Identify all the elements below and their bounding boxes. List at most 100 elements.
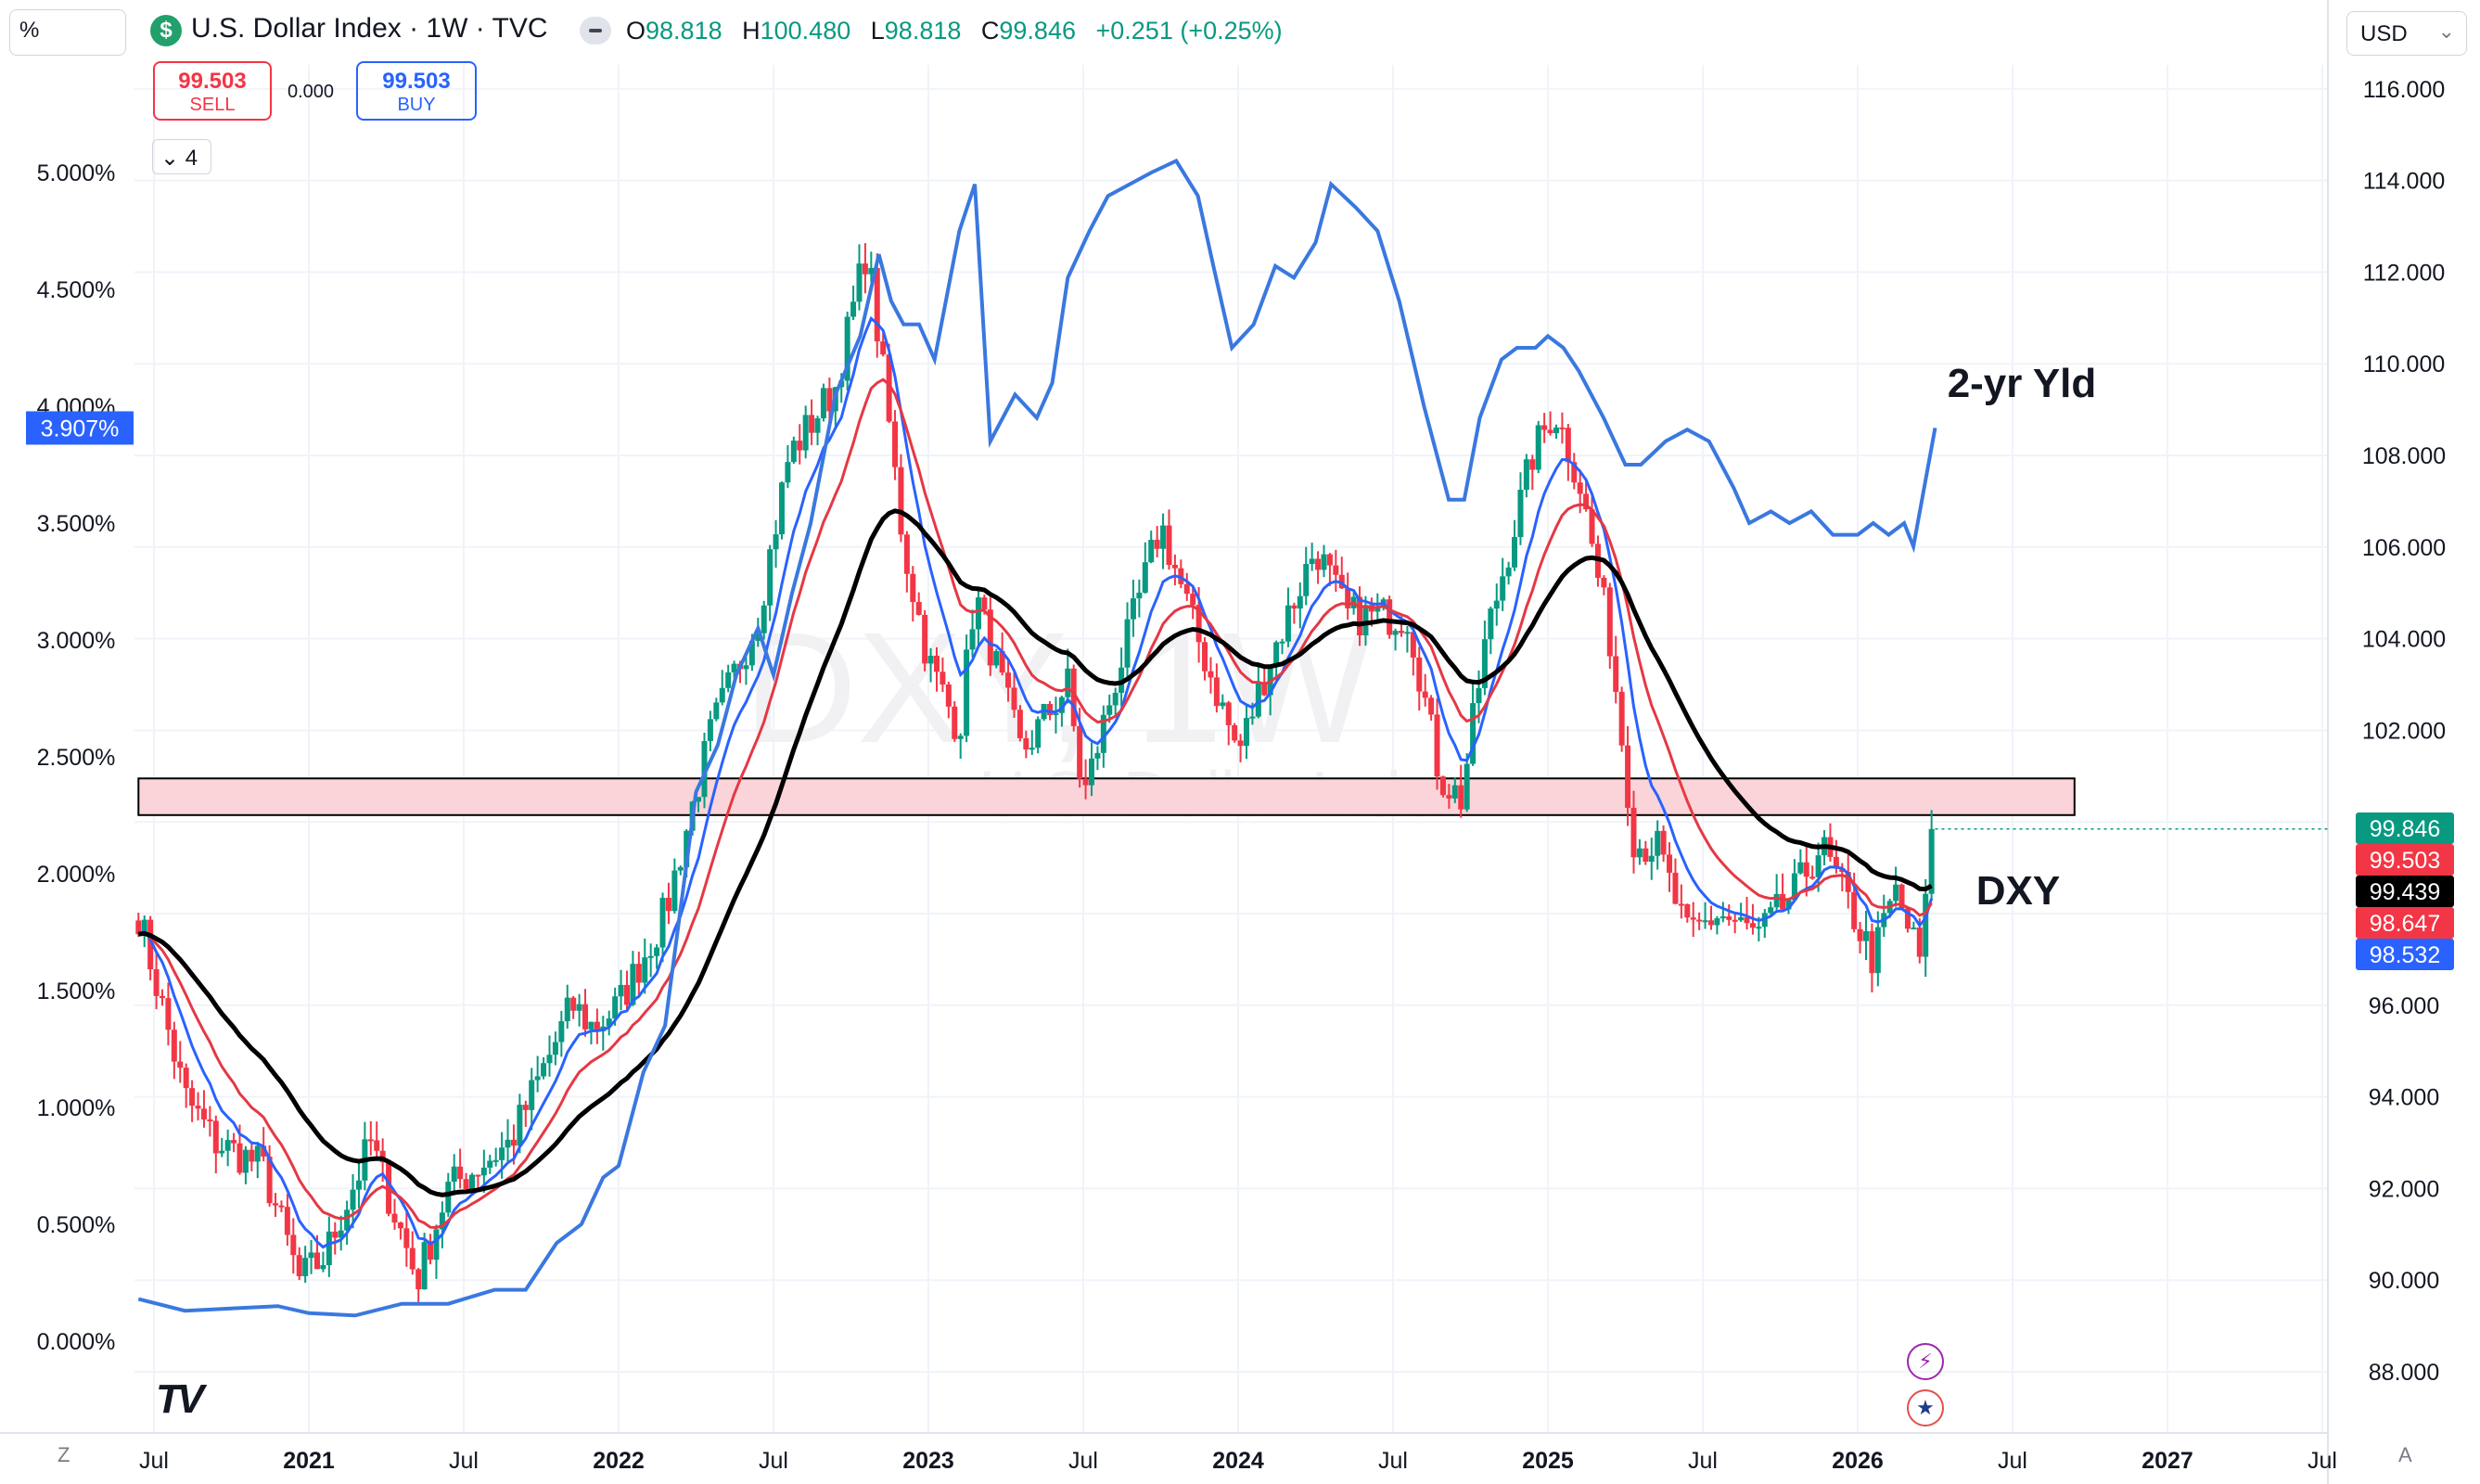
- candle-body: [1279, 641, 1285, 644]
- time-tick-label: 2022: [593, 1448, 645, 1474]
- currency-select[interactable]: USD ⌄: [2346, 11, 2467, 56]
- candle-body: [499, 1147, 505, 1160]
- candle-body: [1326, 554, 1333, 566]
- candle-body: [1374, 606, 1381, 612]
- candle-body: [1029, 748, 1035, 750]
- candle-body: [1309, 558, 1315, 565]
- chevron-down-icon: ⌄: [2437, 19, 2455, 43]
- candle-body: [487, 1160, 493, 1168]
- candle-body: [313, 1252, 320, 1270]
- hide-indicator-icon[interactable]: [580, 17, 611, 45]
- currency-label: USD: [2360, 21, 2408, 46]
- candle-body: [850, 301, 857, 317]
- candle-body: [1053, 712, 1059, 716]
- indicators-collapse-button[interactable]: ⌄ 4: [152, 139, 211, 174]
- buy-price: 99.503: [382, 69, 451, 94]
- candle-body: [1672, 872, 1679, 904]
- candle-body: [1333, 565, 1339, 575]
- candle-body: [242, 1149, 249, 1173]
- candle-body: [1923, 893, 1929, 957]
- candle-body: [1851, 891, 1858, 929]
- candle-body: [1630, 807, 1637, 858]
- close-label: C: [980, 17, 1000, 45]
- candle-body: [338, 1230, 344, 1238]
- lightning-event-icon[interactable]: ⚡: [1907, 1343, 1944, 1380]
- tradingview-logo-icon[interactable]: TV: [156, 1376, 204, 1422]
- candle-body: [278, 1205, 285, 1208]
- auto-scale-button[interactable]: A: [2398, 1443, 2412, 1466]
- candle-body: [987, 609, 993, 666]
- candle-body: [236, 1143, 243, 1173]
- candle-body: [1493, 600, 1500, 609]
- candle-body: [785, 462, 791, 483]
- candle-body: [1690, 917, 1696, 920]
- candle-body: [1660, 830, 1667, 855]
- candle-body: [1541, 425, 1548, 430]
- candle-body: [273, 1203, 279, 1206]
- ma-mid-line: [137, 377, 1933, 1230]
- candle-body: [391, 1213, 398, 1223]
- candle-body: [892, 421, 899, 467]
- candle-body: [1481, 639, 1488, 688]
- candle-body: [933, 656, 940, 672]
- ohlc-readout: O98.818 H100.480 L98.818 C99.846 +0.251 …: [626, 17, 1296, 45]
- open-value: 98.818: [646, 17, 722, 45]
- candle-body: [623, 984, 630, 1005]
- price-badge: [2356, 876, 2454, 907]
- candle-body: [1106, 705, 1113, 715]
- candle-body: [1297, 595, 1303, 609]
- candle-body: [451, 1166, 457, 1183]
- candle-body: [1387, 599, 1393, 635]
- symbol-title[interactable]: U.S. Dollar Index · 1W · TVC: [191, 13, 548, 44]
- left-current-label: 3.907%: [41, 416, 120, 441]
- candle-body: [1738, 917, 1745, 921]
- candle-body: [862, 263, 868, 275]
- candle-body: [468, 1174, 475, 1190]
- candle-body: [1124, 619, 1131, 668]
- candle-body: [1220, 702, 1226, 707]
- spread-value: 0.000: [288, 82, 335, 102]
- candle-body: [355, 1180, 362, 1190]
- left-tick-label: 1.500%: [37, 979, 116, 1004]
- sell-button[interactable]: 99.503 SELL: [153, 61, 272, 121]
- buy-button[interactable]: 99.503 BUY: [356, 61, 477, 121]
- candle-body: [141, 919, 147, 935]
- candle-body: [725, 672, 732, 688]
- candle-body: [570, 997, 577, 1011]
- candle-body: [1148, 539, 1155, 563]
- right-tick-label: 114.000: [2363, 169, 2446, 195]
- candle-body: [1077, 725, 1083, 779]
- candle-body: [1130, 598, 1136, 620]
- candle-body: [1154, 539, 1160, 549]
- right-tick-label: 96.000: [2369, 993, 2439, 1019]
- left-tick-label: 1.000%: [37, 1095, 116, 1121]
- us-flag-event-icon[interactable]: ★: [1907, 1389, 1944, 1426]
- candle-body: [915, 602, 922, 615]
- candle-body: [1702, 920, 1708, 923]
- candle-body: [1183, 583, 1190, 595]
- candle-body: [350, 1189, 356, 1210]
- left-tick-label: 0.500%: [37, 1212, 116, 1238]
- candle-body: [266, 1156, 273, 1204]
- candle-body: [200, 1108, 207, 1119]
- candle-body: [952, 706, 958, 739]
- time-tick-label: Jul: [2307, 1448, 2337, 1474]
- percent-scale-toggle[interactable]: %: [9, 9, 126, 56]
- candle-body: [1874, 927, 1881, 974]
- candle-body: [594, 1021, 600, 1031]
- candle-body: [1719, 916, 1726, 919]
- candle-body: [439, 1212, 445, 1230]
- candle-body: [1505, 567, 1512, 577]
- candle-body: [1583, 493, 1590, 510]
- candle-body: [1208, 671, 1214, 678]
- candle-body: [1243, 718, 1249, 747]
- candle-body: [576, 1004, 582, 1011]
- candle-body: [1857, 928, 1863, 941]
- candle-body: [147, 919, 154, 970]
- price-badge-label: 98.647: [2370, 911, 2440, 937]
- candle-body: [1833, 856, 1839, 869]
- candle-body: [522, 1105, 529, 1110]
- candle-body: [761, 605, 767, 633]
- zoom-toggle-button[interactable]: Z: [58, 1443, 70, 1466]
